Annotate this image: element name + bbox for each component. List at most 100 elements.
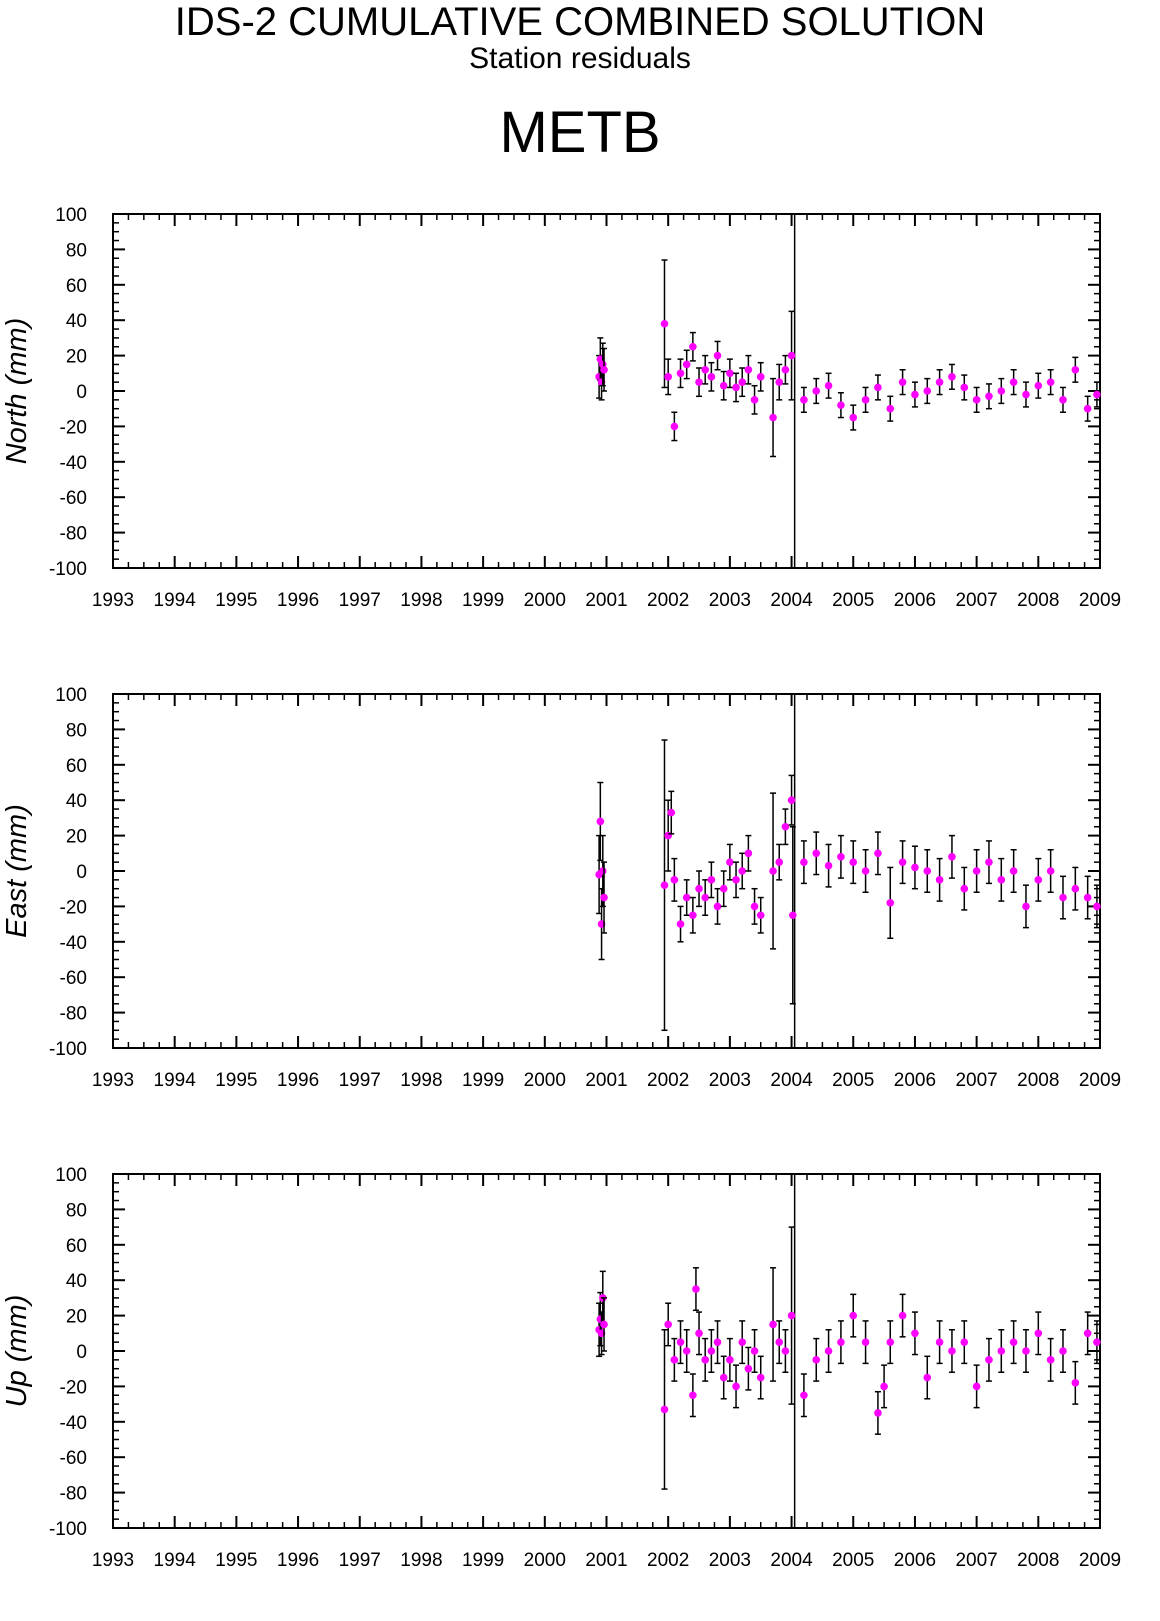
x-tick-label: 1993 (92, 1070, 134, 1091)
x-tick-label: 1996 (277, 1550, 319, 1571)
x-tick-label: 2002 (647, 1070, 689, 1091)
y-tick-label: 0 (76, 1342, 87, 1363)
data-point (670, 422, 679, 431)
y-tick-label: 20 (66, 827, 87, 848)
data-point (1034, 876, 1043, 884)
x-tick-label: 2004 (770, 590, 813, 611)
x-tick-label: 1996 (277, 590, 319, 611)
x-tick-label: 1997 (339, 1550, 381, 1571)
data-point (695, 378, 703, 386)
x-tick-label: 2000 (524, 1550, 566, 1571)
data-point (997, 1347, 1006, 1355)
data-point (1034, 381, 1043, 390)
data-point (972, 1382, 981, 1391)
data-point (985, 858, 993, 866)
x-tick-label: 2007 (955, 590, 997, 611)
data-point (667, 808, 676, 817)
data-point (670, 1356, 679, 1364)
x-tick-label: 2003 (709, 1070, 751, 1091)
data-point (660, 1405, 669, 1414)
y-tick-label: 0 (76, 382, 87, 403)
x-tick-label: 1998 (400, 1070, 442, 1091)
data-point (692, 1285, 700, 1293)
y-tick-label: 40 (66, 791, 87, 812)
data-point (719, 884, 728, 893)
data-point (849, 413, 858, 422)
y-axis-label: East (mm) (1, 804, 33, 938)
data-point (960, 884, 969, 893)
data-point (596, 817, 605, 826)
x-tick-label: 2005 (832, 590, 874, 611)
data-point (861, 867, 870, 875)
y-tick-label: 100 (55, 685, 87, 706)
data-point (676, 369, 685, 378)
x-tick-label: 1999 (462, 1550, 504, 1571)
data-point (812, 387, 821, 395)
x-tick-label: 2009 (1079, 1070, 1121, 1091)
data-point (985, 1356, 993, 1364)
y-tick-label: -80 (60, 1484, 87, 1505)
data-point (1059, 893, 1067, 902)
data-point (689, 911, 697, 920)
x-tick-label: 2007 (955, 1070, 997, 1091)
chart-subtitle: Station residuals (469, 42, 691, 75)
data-point (787, 1311, 796, 1320)
data-point (1093, 902, 1101, 911)
data-point (719, 1373, 728, 1382)
data-point (874, 383, 882, 392)
data-point (898, 378, 907, 386)
y-tick-label: -20 (60, 897, 87, 918)
data-point (837, 1338, 845, 1346)
x-tick-label: 2001 (585, 1070, 627, 1091)
x-tick-label: 1998 (400, 590, 442, 611)
data-point (861, 1338, 870, 1346)
y-tick-label: 60 (66, 756, 87, 777)
x-tick-label: 1995 (215, 590, 257, 611)
data-point (726, 369, 734, 378)
y-tick-label: -20 (60, 417, 87, 438)
x-tick-label: 1995 (215, 1070, 257, 1091)
data-point (744, 365, 753, 374)
up-residuals-plot: 1993 1994 1995 1996 1997 1998 1999 2000 2001 2002… (1, 1165, 1121, 1571)
y-axis-label: Up (mm) (1, 1295, 33, 1408)
data-point (781, 365, 790, 374)
y-tick-label: 0 (76, 862, 87, 883)
x-tick-label: 2004 (770, 1070, 813, 1091)
data-point (923, 387, 932, 395)
x-tick-label: 2005 (832, 1070, 874, 1091)
north-residuals-plot: 1993 1994 1995 1996 1997 1998 1999 2000 2001 2002… (1, 205, 1121, 611)
data-point (1071, 1379, 1080, 1387)
x-tick-label: 1997 (339, 1070, 381, 1091)
y-tick-label: -100 (49, 1519, 87, 1540)
data-point (769, 867, 777, 875)
data-point (948, 853, 956, 861)
data-point (948, 1347, 956, 1355)
data-point (874, 1409, 882, 1417)
data-point (960, 383, 969, 392)
x-tick-label: 2008 (1017, 1070, 1059, 1091)
x-tick-label: 1999 (462, 1070, 504, 1091)
data-point (738, 867, 747, 875)
data-point (738, 378, 747, 386)
x-tick-label: 2009 (1079, 590, 1121, 611)
data-point (837, 401, 845, 409)
data-point (898, 858, 907, 866)
data-point (781, 1347, 790, 1355)
data-point (701, 365, 709, 374)
data-point (600, 365, 608, 374)
y-tick-label: -80 (60, 524, 87, 545)
data-point (849, 1311, 858, 1320)
x-tick-label: 1994 (154, 1070, 197, 1091)
data-point (800, 858, 808, 866)
x-tick-label: 2006 (894, 1070, 936, 1091)
data-point (874, 849, 882, 858)
data-point (886, 404, 895, 413)
data-point (997, 876, 1006, 884)
data-point (923, 867, 932, 875)
y-tick-label: 20 (66, 347, 87, 368)
data-point (1059, 1347, 1067, 1355)
data-point (732, 1382, 740, 1391)
data-point (1009, 378, 1018, 386)
x-tick-label: 2007 (955, 1550, 997, 1571)
y-tick-label: -60 (60, 488, 87, 509)
